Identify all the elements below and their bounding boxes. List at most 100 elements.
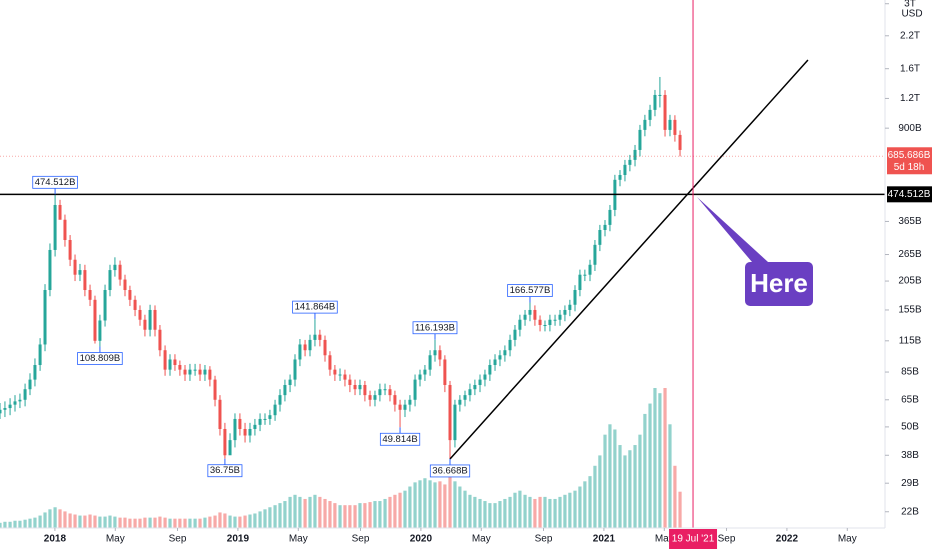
candle-body (153, 309, 157, 330)
candle-body (338, 374, 342, 376)
candle-body (113, 264, 117, 271)
volume-bar (48, 509, 52, 528)
callout-pointer (697, 197, 768, 262)
volume-bar (188, 518, 192, 528)
annotation-box (32, 175, 78, 189)
annotation-label: 36.668B (432, 465, 467, 476)
annotation-box (507, 284, 553, 297)
candle-body (318, 334, 322, 340)
candle-body (23, 389, 27, 400)
candle-body (428, 355, 432, 370)
volume-bar (133, 518, 137, 528)
price-tag (887, 147, 932, 175)
candle-body (378, 389, 382, 396)
candle-body (668, 119, 672, 130)
candle-body (73, 259, 77, 275)
volume-bar (313, 494, 317, 528)
volume-bar (308, 496, 312, 528)
candle-body (573, 290, 577, 305)
volume-bar (303, 498, 307, 528)
candle-body (0, 409, 2, 414)
volume-bar (123, 517, 127, 528)
volume-bar (38, 515, 42, 528)
y-tick-label: 29B (901, 478, 919, 489)
candle-body (393, 395, 397, 405)
volume-bar (378, 501, 382, 528)
volume-bar (118, 517, 122, 528)
volume-bar (8, 521, 12, 528)
volume-bar (463, 490, 467, 528)
volume-bar (248, 514, 252, 528)
y-tick-label: 205B (898, 276, 922, 287)
y-tick-label: 22B (901, 506, 919, 517)
x-tick-label: May (838, 534, 857, 545)
x-tick-label: May (655, 534, 674, 545)
annotation-label: 49.814B (382, 434, 417, 445)
volume-bar (33, 517, 37, 528)
candle-body (473, 384, 477, 390)
candle-body (198, 369, 202, 375)
volume-bar (603, 434, 607, 528)
volume-bar (493, 503, 497, 528)
candle-body (328, 355, 332, 370)
candle-body (88, 290, 92, 300)
volume-bar (573, 490, 577, 528)
volume-bar (58, 509, 62, 528)
candle-body (448, 384, 452, 441)
x-tick-label: 2022 (776, 534, 799, 545)
volume-bar (328, 501, 332, 528)
candle-body (623, 164, 627, 176)
candle-body (83, 270, 87, 291)
candle-body (368, 395, 372, 400)
candle-body (663, 94, 667, 130)
candle-body (588, 264, 592, 275)
candle-body (243, 428, 247, 436)
candle-body (498, 355, 502, 360)
x-tick-label: 2018 (44, 534, 67, 545)
volume-bar (363, 503, 367, 528)
volume-bar (548, 498, 552, 528)
candle-body (178, 365, 182, 370)
candle-body (58, 204, 62, 220)
candle-body (358, 384, 362, 390)
candle-body (418, 374, 422, 380)
volume-bar (428, 480, 432, 528)
candle-body (348, 379, 352, 385)
volume-bar (278, 503, 282, 528)
candle-body (53, 204, 57, 250)
y-tick-label: 1.2T (900, 93, 920, 104)
volume-bar (383, 498, 387, 528)
volume-bar (643, 413, 647, 528)
annotation-label: 141.864B (295, 302, 336, 313)
volume-bar (373, 501, 377, 528)
candle-body (268, 415, 272, 419)
candle-body (598, 229, 602, 245)
price-tag-text: 685.686B (888, 150, 931, 161)
y-tick-label: 155B (898, 305, 922, 316)
candle-body (398, 404, 402, 410)
volume-bar (403, 490, 407, 528)
candle-body (373, 395, 377, 400)
candle-body (408, 399, 412, 405)
volume-bar (298, 496, 302, 528)
candle-body (68, 240, 72, 260)
volume-bar (88, 514, 92, 528)
candle-body (183, 369, 187, 375)
volume-bar (563, 494, 567, 528)
candle-body (503, 350, 507, 356)
volume-bar (523, 494, 527, 528)
volume-bar (138, 518, 142, 528)
x-tick-label: May (289, 534, 308, 545)
candle-body (28, 379, 32, 390)
volume-bar (553, 498, 557, 528)
volume-bar (238, 516, 242, 528)
volume-bar (28, 518, 32, 528)
volume-bar (353, 505, 357, 528)
candle-body (298, 344, 302, 360)
volume-bar (478, 498, 482, 528)
y-tick-label: 3T (904, 0, 916, 9)
volume-bar (208, 516, 212, 528)
volume-bar (283, 501, 287, 528)
x-tick-label: Sep (169, 534, 187, 545)
candle-body (128, 290, 132, 300)
